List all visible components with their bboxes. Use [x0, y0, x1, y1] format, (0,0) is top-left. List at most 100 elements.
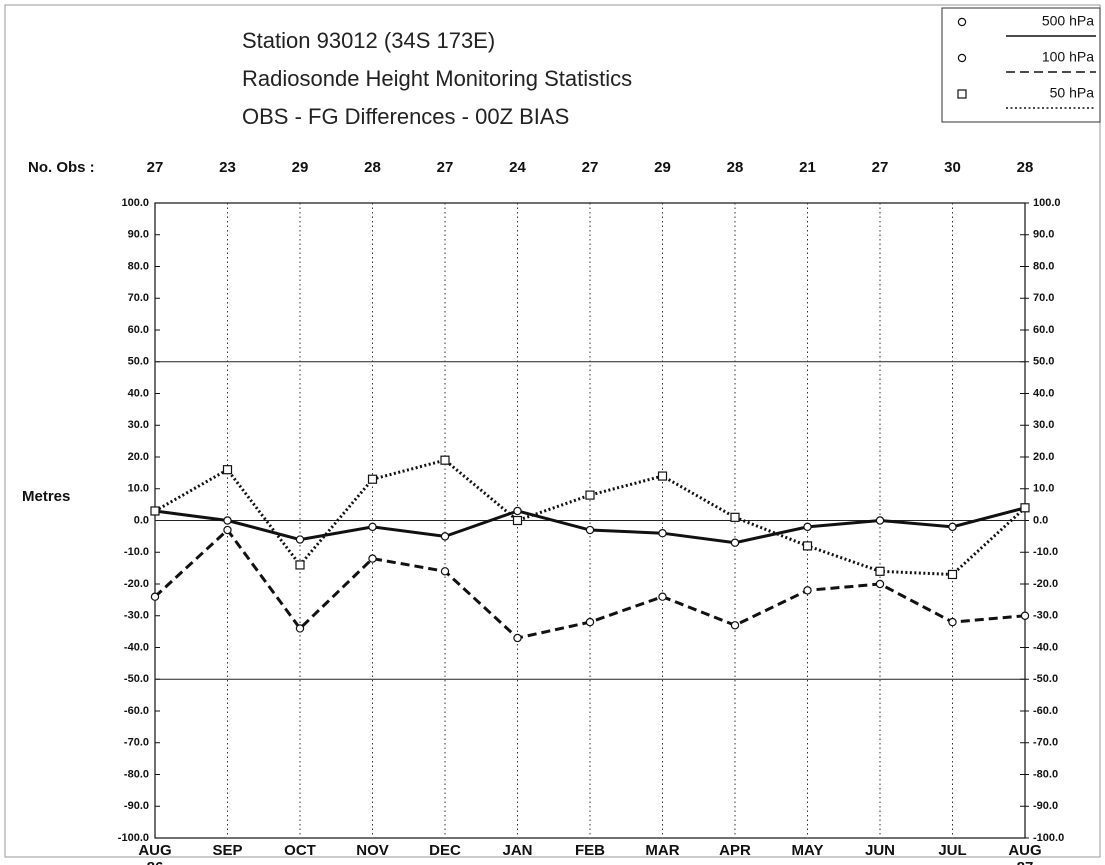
- point: [440, 567, 450, 576]
- y-tick-label: -70.0: [124, 737, 149, 749]
- y-tick-label: 90.0: [128, 229, 149, 241]
- point: [803, 586, 812, 595]
- y2-tick-label: 90.0: [1033, 229, 1054, 241]
- x-tick-label: JUL: [938, 842, 967, 859]
- x-tick-label: SEP: [212, 842, 243, 859]
- y-tick-label: -10.0: [124, 546, 149, 558]
- point: [957, 53, 967, 63]
- y2-tick-label: 60.0: [1033, 324, 1054, 336]
- title-line: OBS - FG Differences - 00Z BIAS: [242, 104, 569, 129]
- y-tick-label: 10.0: [128, 483, 149, 495]
- obs-count: 27: [872, 159, 889, 176]
- point: [223, 516, 232, 525]
- y-tick-label: -80.0: [124, 768, 149, 780]
- point: [513, 633, 522, 643]
- y2-tick-label: -80.0: [1033, 768, 1058, 780]
- obs-count: 30: [944, 159, 961, 176]
- point: [957, 17, 967, 27]
- y2-tick-label: -10.0: [1033, 546, 1058, 558]
- y2-tick-label: -60.0: [1033, 705, 1058, 717]
- obs-count: 27: [437, 159, 454, 176]
- point: [295, 624, 305, 633]
- point: [223, 525, 232, 535]
- obs-count: 28: [1017, 159, 1034, 176]
- y2-tick-label: -100.0: [1033, 832, 1064, 844]
- point: [948, 617, 957, 627]
- y-tick-label: -40.0: [124, 641, 149, 653]
- x-tick-label: NOV: [356, 842, 389, 859]
- point: [150, 592, 160, 601]
- point: [875, 516, 885, 525]
- y2-tick-label: -40.0: [1033, 641, 1058, 653]
- series-line: [154, 458, 1027, 577]
- y2-tick-label: 100.0: [1033, 197, 1061, 209]
- y-tick-label: -20.0: [124, 578, 149, 590]
- title-line: Radiosonde Height Monitoring Statistics: [242, 66, 632, 91]
- point: [367, 474, 378, 484]
- point: [585, 617, 595, 627]
- x-tick-label: MAY: [791, 842, 824, 859]
- y2-tick-label: -70.0: [1033, 737, 1058, 749]
- y2-tick-label: -50.0: [1033, 673, 1058, 685]
- point: [875, 566, 885, 576]
- point: [730, 512, 740, 522]
- x-tick-label: FEB: [575, 842, 605, 859]
- y-tick-label: 30.0: [128, 419, 149, 431]
- point: [368, 522, 377, 532]
- y-tick-label: 50.0: [128, 356, 149, 368]
- y-tick-label: 20.0: [128, 451, 149, 463]
- legend-label: 50 hPa: [1050, 85, 1095, 101]
- point: [585, 525, 595, 535]
- y2-tick-label: -20.0: [1033, 578, 1058, 590]
- point: [875, 579, 885, 589]
- obs-count: 28: [364, 159, 381, 176]
- point: [658, 529, 667, 538]
- y-axis-label: Metres: [22, 488, 70, 505]
- y2-tick-label: 0.0: [1033, 514, 1048, 526]
- y-tick-label: -50.0: [124, 673, 149, 685]
- y2-tick-label: 30.0: [1033, 419, 1054, 431]
- point: [957, 89, 967, 99]
- obs-count: 23: [219, 159, 236, 176]
- point: [440, 455, 450, 465]
- x-tick-label: JUN: [864, 842, 895, 859]
- point: [803, 522, 812, 532]
- point: [222, 465, 233, 475]
- point: [295, 535, 305, 544]
- point: [295, 560, 305, 570]
- point: [512, 515, 523, 526]
- point: [1020, 611, 1030, 620]
- point: [657, 471, 668, 481]
- point: [368, 554, 377, 563]
- y2-tick-label: 20.0: [1033, 451, 1054, 463]
- x-tick-label: AUG 87: [1008, 842, 1042, 865]
- x-tick-label: AUG 86: [138, 842, 172, 865]
- point: [150, 506, 160, 516]
- x-tick-label: MAR: [645, 842, 680, 859]
- x-tick-label: DEC: [429, 842, 461, 859]
- obs-count: 29: [292, 159, 309, 176]
- legend-label: 500 hPa: [1042, 13, 1094, 29]
- y2-tick-label: 10.0: [1033, 483, 1054, 495]
- y-tick-label: 0.0: [134, 514, 149, 526]
- legend: [941, 7, 1101, 123]
- y-tick-label: -90.0: [124, 800, 149, 812]
- obs-count: 21: [799, 159, 816, 176]
- y2-tick-label: 40.0: [1033, 387, 1054, 399]
- obs-label: No. Obs :: [28, 159, 95, 176]
- y2-tick-label: -30.0: [1033, 610, 1058, 622]
- frame: [4, 4, 1101, 858]
- y-tick-label: -60.0: [124, 705, 149, 717]
- y-tick-label: 100.0: [121, 197, 149, 209]
- point: [948, 522, 957, 532]
- y2-tick-label: 50.0: [1033, 356, 1054, 368]
- point: [730, 538, 740, 547]
- x-tick-label: APR: [719, 842, 751, 859]
- point: [1020, 503, 1030, 513]
- obs-count: 27: [147, 159, 164, 176]
- point: [658, 592, 667, 601]
- obs-count: 28: [727, 159, 744, 176]
- point: [513, 506, 522, 516]
